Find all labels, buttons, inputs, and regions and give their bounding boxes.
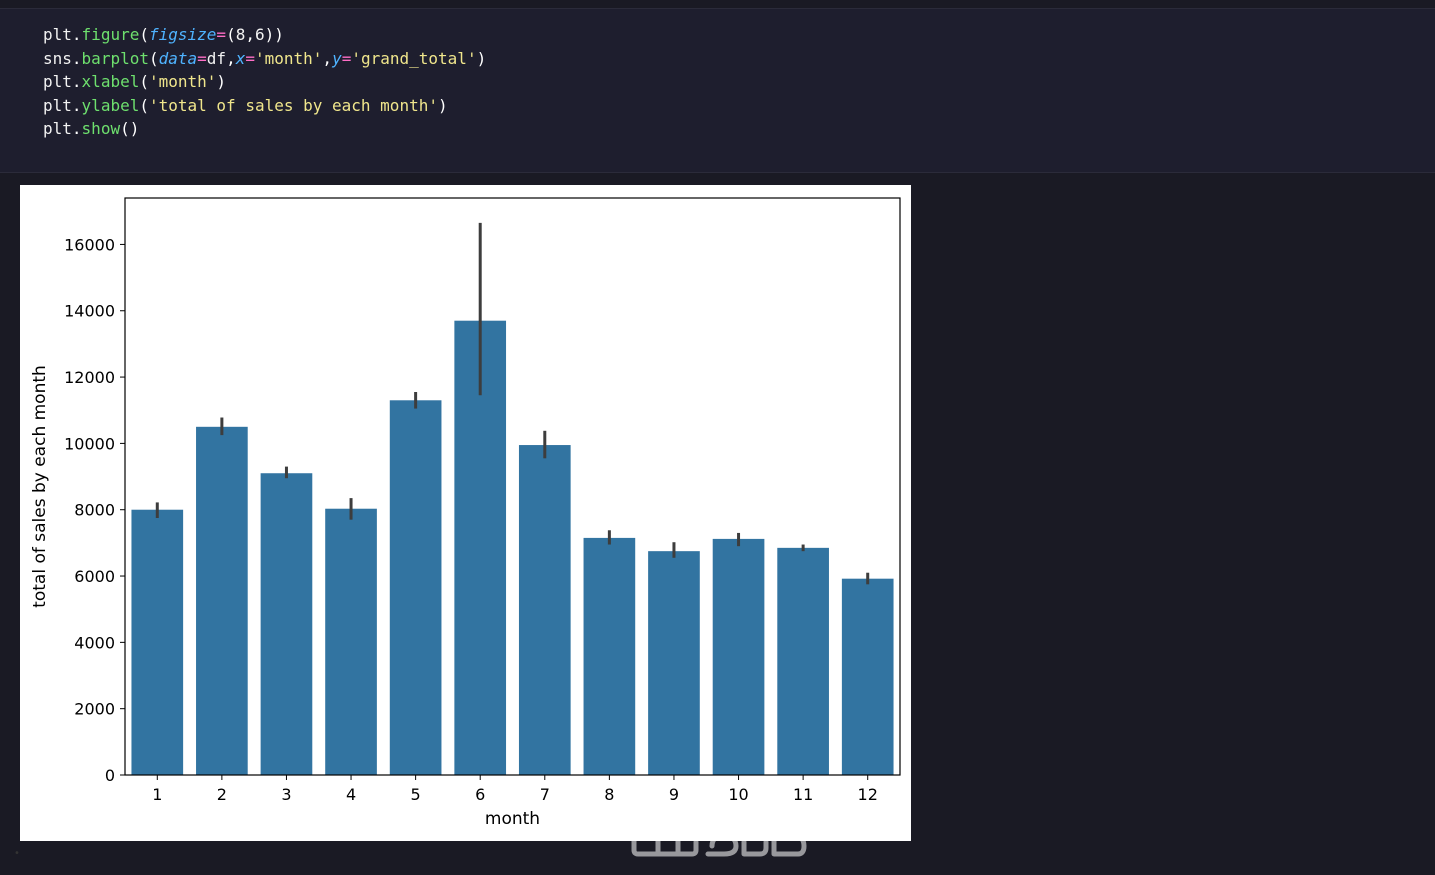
code-token: . <box>71 72 82 92</box>
code-token: ( <box>139 72 149 92</box>
x-tick-label: 9 <box>669 785 679 804</box>
bar <box>454 320 507 775</box>
code-token: ) <box>216 72 227 92</box>
cell-indicator-icon: • <box>14 848 20 859</box>
x-tick-label: 10 <box>728 785 748 804</box>
code-token: 'grand_total' <box>351 48 477 68</box>
code-line: plt.xlabel('month') <box>43 70 486 94</box>
y-tick-label: 16000 <box>64 235 115 254</box>
code-token: = <box>341 48 352 68</box>
code-token: ) <box>437 95 448 115</box>
top-strip <box>0 0 1435 8</box>
code-token: , <box>226 48 236 68</box>
code-token: data <box>158 48 198 68</box>
x-tick-label: 5 <box>411 785 421 804</box>
y-axis-label: total of sales by each month <box>30 365 50 608</box>
code-line: sns.barplot(data=df,x='month',y='grand_t… <box>43 47 486 71</box>
code-token: ) <box>476 48 487 68</box>
x-tick-label: 3 <box>281 785 291 804</box>
code-token: = <box>245 48 255 68</box>
code-line: plt.ylabel('total of sales by each month… <box>43 94 486 118</box>
x-tick-label: 12 <box>858 785 878 804</box>
code-token: x <box>235 48 246 68</box>
bar <box>325 508 377 775</box>
code-token: figsize <box>148 25 217 44</box>
y-tick-label: 10000 <box>64 434 115 453</box>
y-tick-label: 12000 <box>64 368 115 387</box>
code-token: ( <box>148 48 159 68</box>
x-tick-label: 2 <box>217 785 227 804</box>
code-token: plt <box>43 25 72 44</box>
code-token: plt <box>43 119 72 139</box>
code-token: xlabel <box>81 72 140 92</box>
y-tick-label: 2000 <box>74 700 115 719</box>
x-axis-label: month <box>485 809 540 829</box>
code-token: = <box>197 48 207 68</box>
code-token: 'month' <box>254 48 323 68</box>
code-token: 'total of sales by each month' <box>148 95 438 115</box>
y-tick-label: 4000 <box>74 633 115 652</box>
code-token: . <box>71 25 82 44</box>
code-token: () <box>120 119 140 139</box>
bar <box>648 551 700 775</box>
code-token: show <box>81 119 121 139</box>
x-tick-label: 4 <box>346 785 356 804</box>
bar <box>583 537 636 775</box>
x-tick-label: 8 <box>604 785 614 804</box>
bar <box>777 547 829 775</box>
code-token: ( <box>226 25 236 44</box>
code-token: , <box>322 48 333 68</box>
bar <box>518 445 571 775</box>
code-token: barplot <box>81 48 149 68</box>
code-token: plt <box>43 72 72 92</box>
bar <box>841 578 894 775</box>
x-tick-label: 1 <box>152 785 162 804</box>
y-tick-label: 6000 <box>74 567 115 586</box>
y-tick-label: 8000 <box>74 501 115 520</box>
code-token: ( <box>139 95 149 115</box>
bar <box>260 473 313 775</box>
code-token: 'month' <box>148 72 217 92</box>
code-token: figure <box>81 25 140 44</box>
x-tick-label: 6 <box>475 785 485 804</box>
code-token: = <box>216 25 227 44</box>
output-area: 0 2000 4000 6000 8000 10000 12000 14000 16000 1 2 3… <box>20 185 911 841</box>
code-token: . <box>71 95 82 115</box>
code-token: . <box>71 119 82 139</box>
code-token: ylabel <box>81 95 140 115</box>
code-token: 8 <box>235 25 246 44</box>
khamsat-watermark-logo <box>628 806 810 866</box>
code-token: 6 <box>254 25 265 44</box>
code-token: y <box>332 48 342 68</box>
code-token: df <box>206 48 227 68</box>
code-token: )) <box>264 25 284 44</box>
code-cell[interactable]: plt.figure(figsize=(8,6)) sns.barplot(dat… <box>0 8 1435 173</box>
code-token: plt <box>43 95 72 115</box>
bar <box>196 426 248 775</box>
code-line: plt.show() <box>43 117 486 141</box>
axes-frame <box>124 197 901 776</box>
bar <box>131 509 184 775</box>
code-token: , <box>245 25 255 44</box>
code-block[interactable]: plt.figure(figsize=(8,6)) sns.barplot(dat… <box>43 23 486 141</box>
code-line: plt.figure(figsize=(8,6)) <box>43 23 486 47</box>
x-tick-label: 11 <box>793 785 813 804</box>
x-tick-label: 7 <box>540 785 550 804</box>
y-tick-label: 14000 <box>64 302 115 321</box>
y-tick-label: 0 <box>105 766 115 785</box>
bar <box>389 400 442 775</box>
watermark-graphic <box>631 815 807 857</box>
code-token: sns <box>43 48 72 68</box>
code-token: . <box>71 48 82 68</box>
bar <box>712 538 765 775</box>
code-token: ( <box>139 25 149 44</box>
